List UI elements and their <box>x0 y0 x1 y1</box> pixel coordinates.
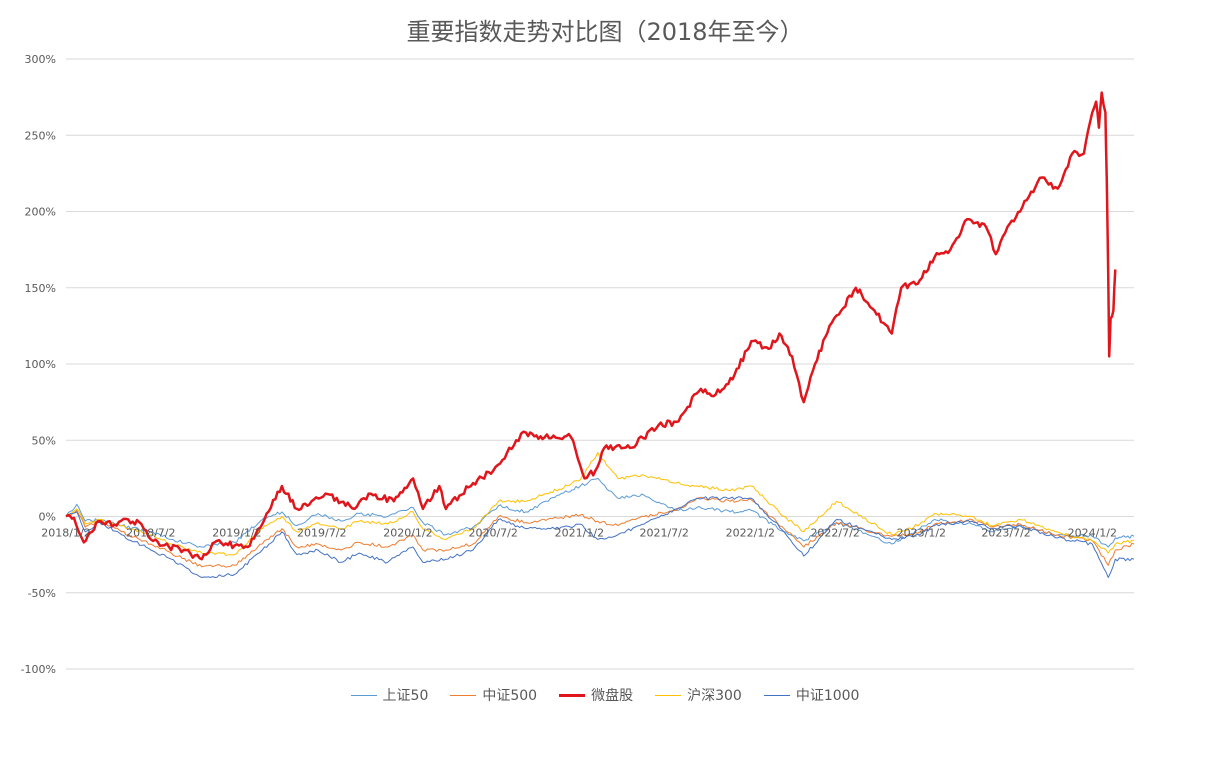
legend-label-3: 沪深300 <box>687 688 742 704</box>
y-tick-label-1: 250% <box>25 129 56 142</box>
x-tick-label-9: 2022/7/2 <box>810 527 859 540</box>
legend-item-4: 中证1000 <box>763 685 860 705</box>
y-tick-label-6: 0% <box>39 511 56 524</box>
series-line-2 <box>65 91 1117 561</box>
legend-label-4: 中证1000 <box>795 688 860 704</box>
chart-title: 重要指数走势对比图（2018年至今） <box>406 18 804 46</box>
legend-swatch-3 <box>655 694 682 696</box>
x-tick-label-7: 2021/7/2 <box>639 527 688 540</box>
legend-item-1: 中证500 <box>450 685 537 705</box>
x-tick-label-2: 2019/1/2 <box>212 527 261 540</box>
y-tick-label-5: 50% <box>32 434 56 447</box>
y-tick-label-8: -100% <box>21 663 56 676</box>
legend-label-2: 微盘股 <box>591 688 634 704</box>
legend-swatch-4 <box>763 694 790 696</box>
legend-label-1: 中证500 <box>482 688 538 704</box>
series-line-0 <box>65 477 1135 548</box>
legend-item-3: 沪深300 <box>655 685 742 705</box>
legend-label-0: 上证50 <box>382 688 429 704</box>
y-tick-label-0: 300% <box>25 53 56 66</box>
x-tick-label-12: 2024/1/2 <box>1068 527 1117 540</box>
legend-swatch-2 <box>559 693 586 697</box>
y-tick-label-2: 200% <box>25 206 56 219</box>
x-tick-label-0: 2018/1/2 <box>41 527 90 540</box>
x-tick-label-8: 2022/1/2 <box>726 527 775 540</box>
legend-swatch-0 <box>350 694 377 696</box>
series-line-3 <box>65 452 1135 556</box>
x-tick-label-6: 2021/1/2 <box>555 527 604 540</box>
chart-legend: 上证50 中证500 微盘股 沪深300 中证1000 <box>0 685 1210 705</box>
y-tick-label-7: -50% <box>28 587 56 600</box>
x-tick-label-3: 2019/7/2 <box>297 527 346 540</box>
y-tick-label-3: 150% <box>25 282 56 295</box>
x-tick-label-4: 2020/1/2 <box>383 527 432 540</box>
x-tick-label-1: 2018/7/2 <box>126 527 175 540</box>
legend-item-2: 微盘股 <box>559 685 633 705</box>
x-tick-label-5: 2020/7/2 <box>468 527 517 540</box>
x-tick-label-11: 2023/7/2 <box>981 527 1030 540</box>
legend-swatch-1 <box>450 694 477 696</box>
legend-item-0: 上证50 <box>350 685 429 705</box>
x-tick-label-10: 2023/1/2 <box>897 527 946 540</box>
series-line-4 <box>65 496 1135 578</box>
y-tick-label-4: 100% <box>25 358 56 371</box>
